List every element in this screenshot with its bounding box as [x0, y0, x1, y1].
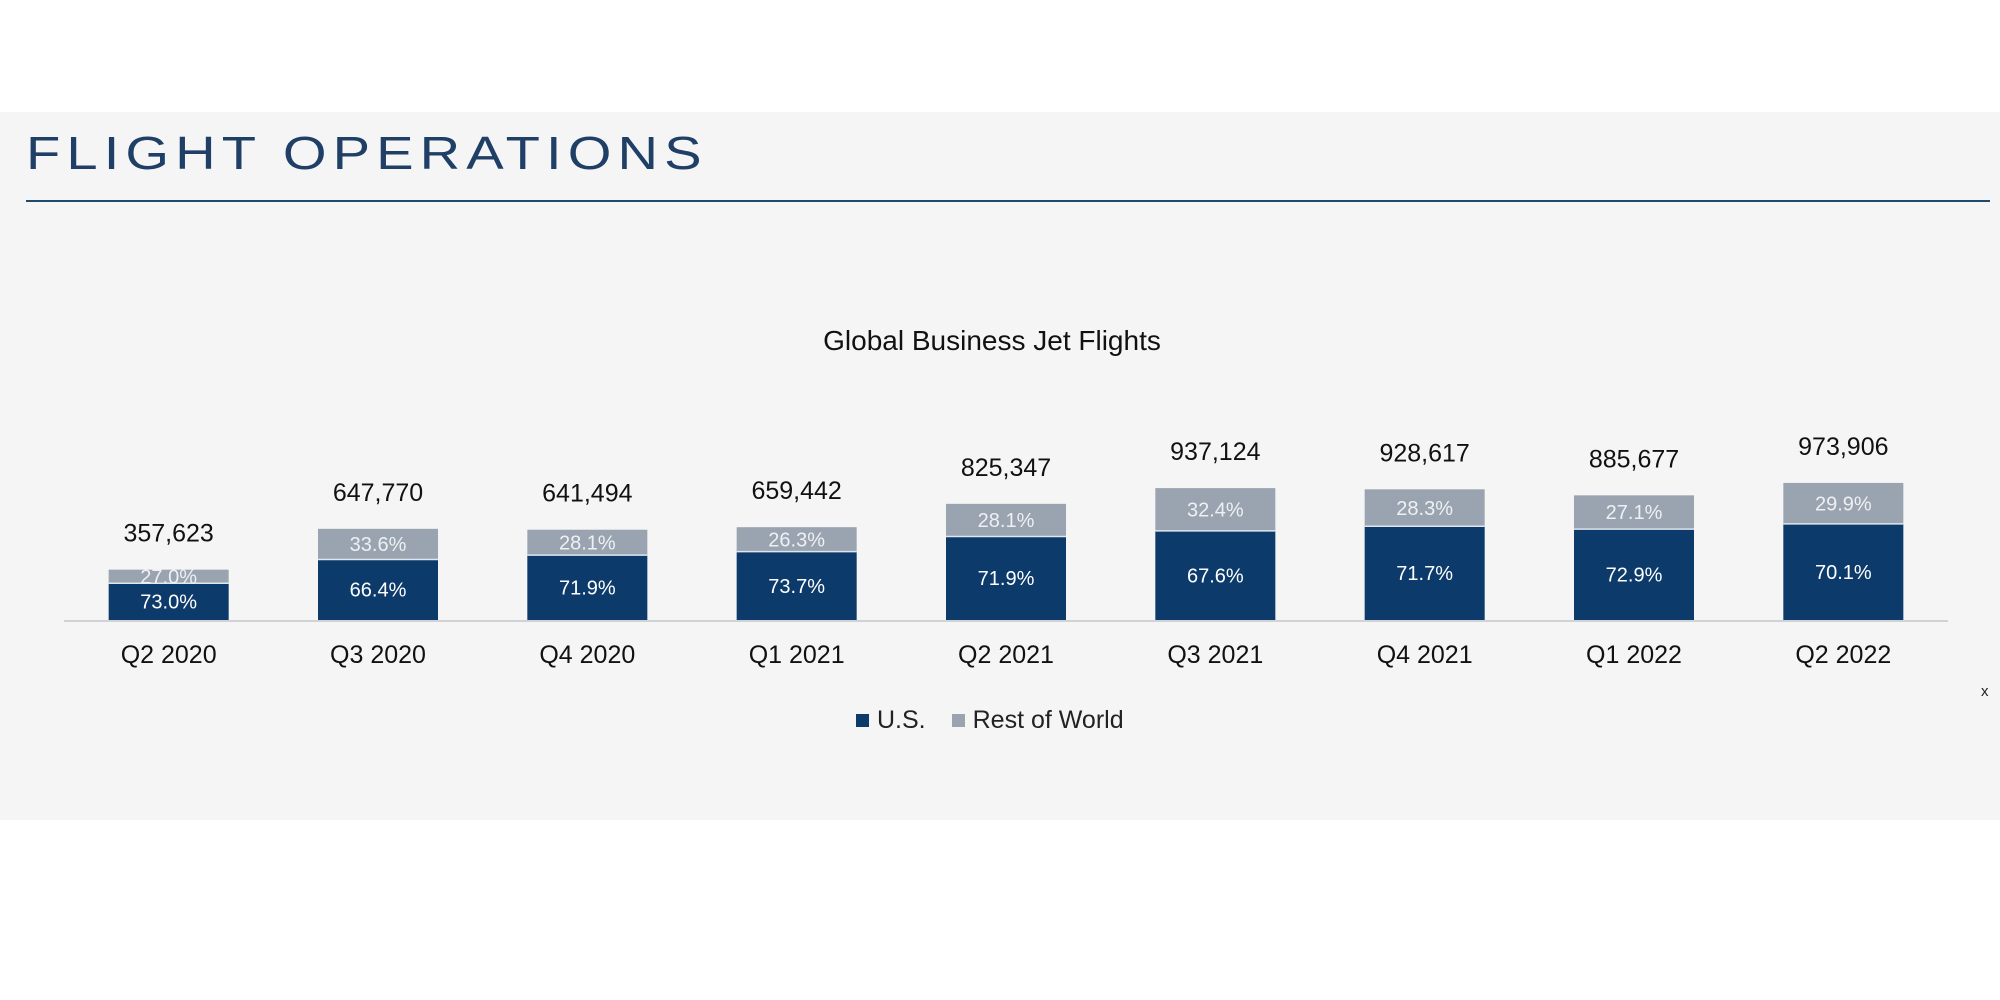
bar-segment-us — [1783, 523, 1904, 620]
data-label-rest-of-world: 28.3% — [1396, 498, 1453, 520]
chart-title: Global Business Jet Flights — [823, 325, 1161, 356]
legend-label-us: U.S. — [877, 706, 926, 734]
legend-item-us: U.S. — [856, 706, 926, 735]
data-label-us: 72.9% — [1606, 565, 1663, 587]
legend-label-rest-of-world: Rest of World — [972, 706, 1124, 734]
total-label: 885,677 — [1589, 445, 1679, 473]
data-label-rest-of-world: 27.1% — [1606, 502, 1663, 524]
data-label-rest-of-world: 26.3% — [768, 529, 825, 551]
bar-segment-us — [318, 559, 438, 620]
data-label-rest-of-world: 27.0% — [140, 566, 197, 588]
x-tick-label: Q1 2021 — [749, 641, 845, 669]
x-tick-label: Q2 2022 — [1795, 641, 1891, 669]
data-label-us: 67.6% — [1187, 565, 1244, 587]
data-label-rest-of-world: 33.6% — [350, 534, 407, 556]
data-label-rest-of-world: 28.1% — [978, 510, 1035, 532]
legend: U.S. Rest of World — [856, 706, 1150, 735]
data-label-rest-of-world: 32.4% — [1187, 499, 1244, 521]
bar-segment-us — [736, 551, 857, 620]
stray-mark: x — [1981, 683, 1989, 700]
x-tick-label: Q4 2021 — [1377, 641, 1473, 669]
data-label-us: 70.1% — [1815, 562, 1872, 584]
bar-segment-rest-of-world — [108, 569, 229, 584]
total-label: 647,770 — [333, 479, 423, 507]
data-label-rest-of-world: 29.9% — [1815, 493, 1872, 515]
slide-background — [0, 112, 2000, 820]
bar-segment-us — [946, 536, 1066, 620]
bar-segment-rest-of-world — [736, 527, 857, 552]
total-label: 641,494 — [542, 480, 632, 508]
data-label-rest-of-world: 28.1% — [559, 532, 616, 554]
bar-segment-rest-of-world — [318, 528, 438, 560]
bar-segment-rest-of-world — [1574, 495, 1694, 530]
bar-segment-us — [108, 583, 229, 620]
data-label-us: 71.7% — [1396, 563, 1453, 585]
x-tick-label: Q3 2020 — [330, 641, 426, 669]
bar-segment-us — [527, 555, 648, 620]
x-tick-label: Q2 2020 — [121, 641, 217, 669]
legend-swatch-rest-of-world — [951, 714, 965, 727]
bar-segment-rest-of-world — [1783, 482, 1904, 524]
x-tick-label: Q1 2022 — [1586, 641, 1682, 669]
bar-segment-rest-of-world — [527, 529, 648, 556]
bar-segment-us — [1574, 529, 1694, 620]
data-label-us: 66.4% — [350, 580, 407, 602]
data-label-us: 71.9% — [559, 578, 616, 600]
total-label: 973,906 — [1798, 433, 1888, 461]
title-divider — [26, 200, 1990, 202]
bar-segment-us — [1364, 526, 1485, 620]
legend-item-rest-of-world: Rest of World — [951, 706, 1124, 735]
total-label: 659,442 — [751, 477, 841, 505]
data-label-us: 73.7% — [768, 576, 825, 598]
bar-segment-rest-of-world — [1155, 488, 1276, 531]
total-label: 928,617 — [1379, 439, 1469, 467]
x-tick-label: Q2 2021 — [958, 641, 1054, 669]
total-label: 357,623 — [123, 520, 213, 548]
total-label: 937,124 — [1170, 438, 1260, 466]
x-tick-label: Q3 2021 — [1167, 641, 1263, 669]
data-label-us: 73.0% — [140, 592, 197, 614]
total-label: 825,347 — [961, 454, 1051, 482]
page-title: FLIGHT OPERATIONS — [26, 127, 708, 179]
data-label-us: 71.9% — [978, 568, 1035, 590]
x-tick-label: Q4 2020 — [539, 641, 635, 669]
bar-segment-rest-of-world — [946, 503, 1066, 537]
bar-segment-us — [1155, 530, 1276, 620]
legend-swatch-us — [856, 714, 869, 727]
bar-segment-rest-of-world — [1364, 489, 1485, 527]
